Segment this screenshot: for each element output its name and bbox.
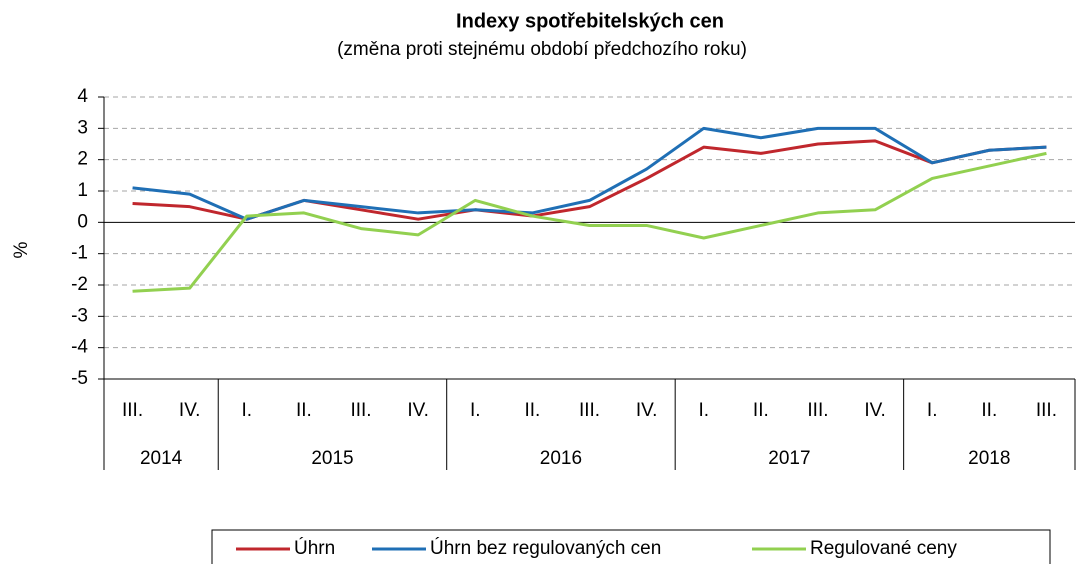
y-tick-label: -1 — [71, 243, 88, 264]
x-tick-label: III. — [807, 400, 828, 421]
x-tick-label: IV. — [864, 400, 886, 421]
y-tick-label: -2 — [71, 274, 88, 295]
y-axis-label: % — [11, 241, 32, 258]
x-tick-label: I. — [470, 400, 481, 421]
y-tick-label: 3 — [77, 117, 88, 138]
y-tick-label: -3 — [71, 305, 88, 326]
x-group-label: 2015 — [311, 448, 353, 469]
y-tick-label: -5 — [71, 368, 88, 389]
chart-title: Indexy spotřebitelských cen — [456, 10, 724, 32]
y-tick-label: 4 — [77, 86, 88, 107]
x-group-label: 2014 — [140, 448, 183, 469]
x-tick-label: II. — [524, 400, 540, 421]
x-tick-label: IV. — [179, 400, 201, 421]
x-tick-label: II. — [981, 400, 997, 421]
y-tick-label: 0 — [77, 211, 88, 232]
x-tick-label: III. — [579, 400, 600, 421]
series-line — [132, 139, 1047, 221]
x-group-label: 2017 — [768, 448, 810, 469]
y-tick-label: -4 — [71, 337, 88, 358]
x-tick-label: IV. — [636, 400, 658, 421]
x-tick-label: II. — [753, 400, 769, 421]
x-group-label: 2018 — [968, 448, 1010, 469]
series-line — [132, 151, 1047, 293]
x-tick-label: IV. — [407, 400, 429, 421]
y-tick-label: 1 — [77, 180, 88, 201]
x-tick-label: I. — [698, 400, 709, 421]
legend-label: Regulované ceny — [810, 538, 957, 559]
x-tick-label: II. — [296, 400, 312, 421]
chart-subtitle: (změna proti stejnému období předchozího… — [337, 39, 747, 60]
x-tick-label: III. — [350, 400, 371, 421]
series-line — [132, 126, 1047, 221]
legend-label: Úhrn bez regulovaných cen — [430, 537, 661, 559]
x-tick-label: I. — [242, 400, 253, 421]
y-tick-label: 2 — [77, 149, 88, 170]
x-group-label: 2016 — [540, 448, 582, 469]
x-tick-label: I. — [927, 400, 938, 421]
x-tick-label: III. — [122, 400, 143, 421]
x-tick-label: III. — [1036, 400, 1057, 421]
legend-box — [211, 529, 1051, 564]
legend-label: Úhrn — [294, 537, 335, 559]
